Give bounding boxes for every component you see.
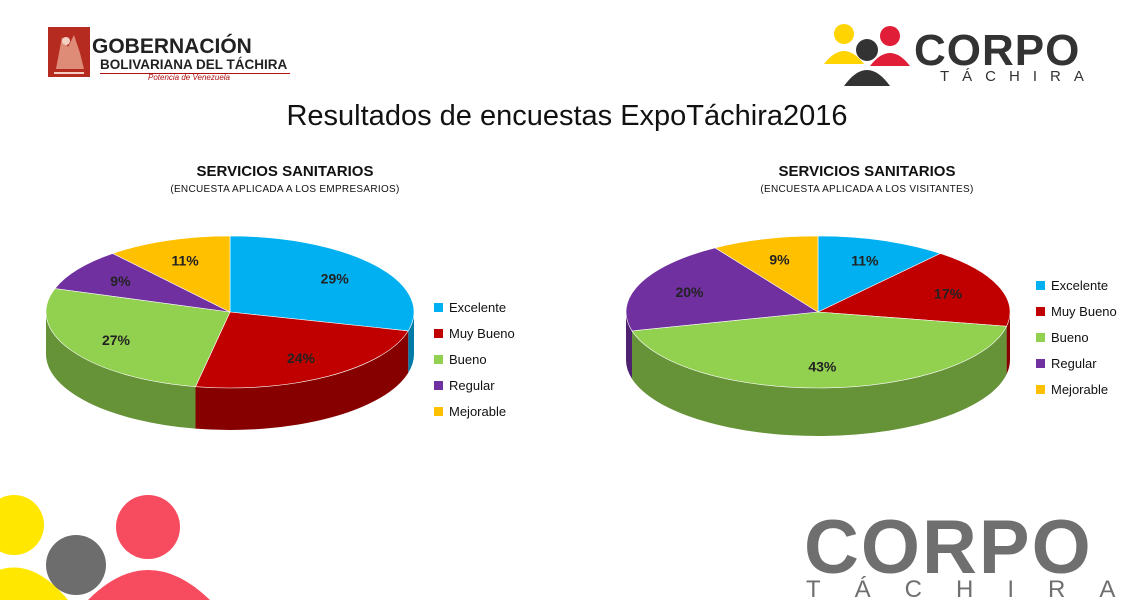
chart2-data-label: 17% [934, 285, 963, 301]
chart1-pie: 29% 24% 27% 9% 11% [45, 235, 415, 430]
legend-item-muy-bueno: Muy Bueno [434, 320, 515, 346]
corpo-logo-top: CORPO TÁCHIRA [822, 24, 1112, 90]
legend-swatch [1036, 306, 1045, 316]
legend-label: Bueno [1051, 329, 1089, 345]
legend-swatch [434, 406, 443, 416]
legend-swatch [1036, 358, 1045, 368]
chart2-pie: 11% 17% 43% 20% 9% [625, 235, 1011, 437]
chart2-data-label: 9% [769, 251, 790, 267]
legend-swatch [434, 380, 443, 390]
legend-label: Excelente [1051, 277, 1109, 293]
chart2-data-label: 11% [851, 253, 879, 269]
legend-item-excelente: Excelente [1036, 272, 1117, 298]
chart1-side-walls [46, 312, 414, 430]
chart1-legend: Excelente Muy Bueno Bueno Regular Mejorable [434, 294, 515, 424]
legend-label: Regular [1051, 355, 1097, 371]
people-icon [824, 24, 910, 86]
legend-label: Bueno [449, 351, 487, 367]
legend-swatch [1036, 280, 1045, 290]
chart1-data-label: 11% [171, 253, 199, 269]
tachira-logo-bottom-text: TÁCHIRA [806, 576, 1134, 603]
legend-item-mejorable: Mejorable [1036, 376, 1117, 402]
legend-label: Excelente [449, 299, 507, 315]
gobernacion-line2: BOLIVARIANA DEL TÁCHIRA [100, 57, 288, 72]
legend-swatch [434, 302, 443, 312]
corpo-logo-top-text: CORPO [914, 26, 1081, 75]
chart1-side-muy-bueno [195, 330, 409, 430]
chart1-slice-regular [54, 253, 231, 313]
chart1-data-label: 29% [321, 270, 350, 286]
chart1-title: SERVICIOS SANITARIOS [196, 163, 374, 180]
page-title: Resultados de encuestas ExpoTáchira2016 [286, 100, 848, 132]
chart2-legend: Excelente Muy Bueno Bueno Regular Mejorable [1036, 272, 1117, 402]
chart2-slice-muy-bueno [816, 253, 1011, 327]
chart2-slice-mejorable [714, 235, 819, 313]
chart1-side-excelente [408, 312, 414, 373]
chart2-side-bueno [632, 326, 1007, 437]
legend-item-regular: Regular [434, 372, 515, 398]
chart1-subtitle: (ENCUESTA APLICADA A LOS EMPRESARIOS) [170, 184, 400, 195]
people-decoration-icon [0, 495, 210, 600]
chart2-data-label: 43% [808, 359, 837, 375]
chart1-data-label: 9% [110, 273, 131, 289]
chart1-slice-bueno [45, 288, 231, 387]
legend-swatch [434, 328, 443, 338]
chart2-slice-regular [625, 247, 819, 332]
legend-item-regular: Regular [1036, 350, 1117, 376]
gobernacion-logo: GOBERNACIÓN BOLIVARIANA DEL TÁCHIRA Pote… [48, 27, 298, 82]
legend-label: Regular [449, 377, 495, 393]
chart1-side-bueno [46, 312, 196, 429]
legend-label: Muy Bueno [1051, 303, 1117, 319]
legend-item-excelente: Excelente [434, 294, 515, 320]
legend-item-muy-bueno: Muy Bueno [1036, 298, 1117, 324]
gobernacion-divider [100, 73, 290, 74]
legend-item-bueno: Bueno [434, 346, 515, 372]
legend-item-bueno: Bueno [1036, 324, 1117, 350]
corpo-logo-bottom-text: CORPO [804, 505, 1093, 590]
legend-label: Mejorable [449, 403, 507, 419]
chart1-slice-excelente [229, 235, 415, 332]
chart2-title: SERVICIOS SANITARIOS [778, 163, 956, 180]
legend-swatch [434, 354, 443, 364]
legend-label: Mejorable [1051, 381, 1109, 397]
legend-label: Muy Bueno [449, 325, 515, 341]
legend-swatch [1036, 384, 1045, 394]
chart1-data-label: 27% [102, 332, 131, 348]
legend-swatch [1036, 332, 1045, 342]
chart1-data-label: 24% [287, 350, 316, 366]
gobernacion-line3: Potencia de Venezuela [148, 73, 230, 82]
chart1-slice-muy-bueno [195, 311, 409, 389]
gobernacion-line1: GOBERNACIÓN [92, 35, 252, 58]
gobernacion-emblem-icon [48, 27, 90, 77]
legend-item-mejorable: Mejorable [434, 398, 515, 424]
chart2-data-label: 20% [675, 284, 704, 300]
tachira-logo-top-text: TÁCHIRA [940, 68, 1097, 85]
chart2-slice-excelente [817, 235, 942, 313]
chart2-subtitle: (ENCUESTA APLICADA A LOS VISITANTES) [760, 184, 974, 195]
chart2-slice-bueno [631, 311, 1008, 389]
chart1-slice-mejorable [111, 235, 231, 313]
chart2-side-muy-bueno [1006, 312, 1010, 375]
